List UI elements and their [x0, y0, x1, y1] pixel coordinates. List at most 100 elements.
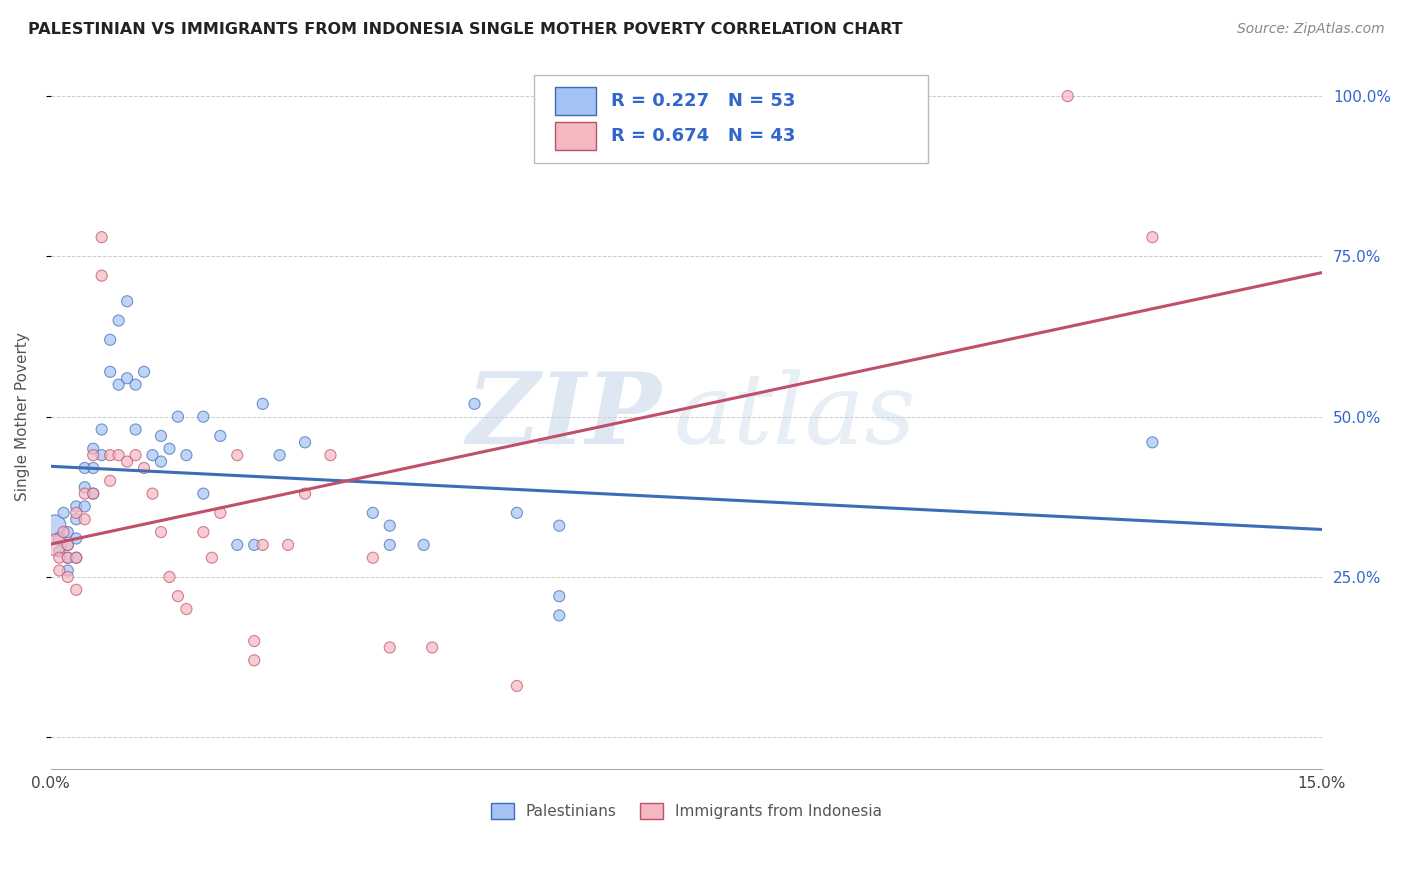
Point [124, 448, 146, 462]
Text: R = 0.674   N = 43: R = 0.674 N = 43 [612, 127, 796, 145]
Point [107, 448, 129, 462]
Point [98, 333, 121, 347]
Text: Source: ZipAtlas.com: Source: ZipAtlas.com [1237, 22, 1385, 37]
Point [378, 538, 401, 552]
Point [252, 397, 274, 411]
Point [65, 532, 87, 546]
Point [73, 512, 96, 526]
Text: ZIP: ZIP [465, 368, 661, 465]
Point [73, 486, 96, 500]
Point [159, 570, 181, 584]
Point [252, 538, 274, 552]
Point [243, 538, 266, 552]
Point [65, 500, 87, 514]
Point [176, 448, 198, 462]
Point [141, 448, 163, 462]
Point [56, 538, 79, 552]
Point [226, 448, 249, 462]
Point [56, 550, 79, 565]
Point [56, 538, 79, 552]
Point [82, 448, 104, 462]
Point [463, 397, 485, 411]
Point [150, 454, 173, 468]
Point [82, 486, 104, 500]
Point [65, 550, 87, 565]
Point [124, 423, 146, 437]
FancyBboxPatch shape [534, 75, 928, 163]
Point [243, 653, 266, 667]
Point [1056, 89, 1078, 103]
Point [56, 525, 79, 540]
Point [52, 525, 75, 540]
Point [48, 544, 70, 558]
Point [115, 371, 138, 385]
Text: R = 0.227   N = 53: R = 0.227 N = 53 [612, 92, 796, 110]
Point [44, 538, 66, 552]
Point [378, 640, 401, 655]
Point [132, 365, 155, 379]
Point [52, 506, 75, 520]
Y-axis label: Single Mother Poverty: Single Mother Poverty [15, 332, 30, 501]
Legend: Palestinians, Immigrants from Indonesia: Palestinians, Immigrants from Indonesia [485, 797, 889, 825]
Text: PALESTINIAN VS IMMIGRANTS FROM INDONESIA SINGLE MOTHER POVERTY CORRELATION CHART: PALESTINIAN VS IMMIGRANTS FROM INDONESIA… [28, 22, 903, 37]
Point [98, 474, 121, 488]
Point [193, 486, 215, 500]
Text: atlas: atlas [673, 369, 917, 465]
Point [167, 409, 190, 424]
Point [420, 640, 443, 655]
Point [150, 525, 173, 540]
Point [98, 448, 121, 462]
Point [378, 518, 401, 533]
Point [201, 550, 224, 565]
Point [209, 506, 232, 520]
Point [44, 518, 66, 533]
Point [73, 461, 96, 475]
Point [294, 486, 316, 500]
Point [269, 448, 291, 462]
Point [319, 448, 342, 462]
Point [548, 608, 571, 623]
Point [90, 423, 112, 437]
Point [65, 512, 87, 526]
Point [90, 230, 112, 244]
Point [1142, 435, 1164, 450]
Point [141, 486, 163, 500]
Point [226, 538, 249, 552]
Point [115, 294, 138, 309]
Point [65, 550, 87, 565]
Point [209, 429, 232, 443]
Point [361, 506, 384, 520]
Point [124, 377, 146, 392]
Point [193, 525, 215, 540]
Point [506, 506, 529, 520]
Point [115, 454, 138, 468]
Point [56, 564, 79, 578]
Point [65, 506, 87, 520]
Point [548, 589, 571, 603]
Point [193, 409, 215, 424]
Point [159, 442, 181, 456]
Point [48, 550, 70, 565]
FancyBboxPatch shape [555, 87, 596, 115]
Point [132, 461, 155, 475]
Point [90, 448, 112, 462]
Point [90, 268, 112, 283]
Point [107, 313, 129, 327]
Point [48, 532, 70, 546]
Point [56, 550, 79, 565]
Point [548, 518, 571, 533]
Point [176, 602, 198, 616]
Point [73, 500, 96, 514]
Point [107, 377, 129, 392]
Point [82, 486, 104, 500]
Point [277, 538, 299, 552]
Point [243, 634, 266, 648]
Point [82, 442, 104, 456]
Point [167, 589, 190, 603]
Point [98, 365, 121, 379]
Point [56, 570, 79, 584]
Point [65, 582, 87, 597]
Point [1142, 230, 1164, 244]
Point [48, 564, 70, 578]
Point [412, 538, 434, 552]
